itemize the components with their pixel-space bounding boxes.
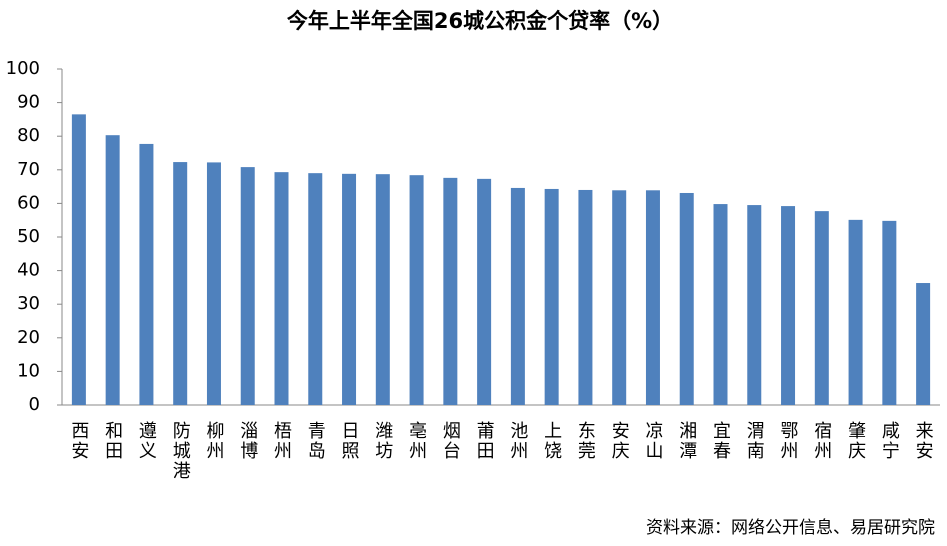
bar [71, 114, 86, 406]
x-tick-label: 和田 [102, 421, 123, 461]
x-tick-label: 亳州 [406, 421, 427, 461]
y-tick-label: 70 [17, 159, 40, 180]
bar [443, 177, 458, 405]
y-tick-label: 50 [17, 226, 40, 247]
x-tick-label: 西安 [68, 421, 89, 461]
bar [848, 219, 863, 405]
y-tick-label: 60 [17, 192, 40, 213]
bar [375, 174, 390, 405]
bar [781, 206, 796, 405]
bar [206, 162, 221, 405]
source-note: 资料来源：网络公开信息、易居研究院 [646, 518, 935, 538]
x-tick-label: 梧州 [271, 421, 292, 461]
x-tick-label: 宿州 [811, 421, 832, 461]
x-tick-label: 青岛 [305, 421, 326, 461]
bar [308, 173, 323, 405]
bar [409, 175, 424, 405]
bar [105, 135, 120, 405]
x-tick-label: 鄂州 [778, 421, 799, 461]
bar [274, 172, 289, 405]
x-tick-label: 莆田 [474, 421, 495, 461]
x-tick-label: 肇庆 [845, 421, 866, 461]
x-tick-label: 咸宁 [879, 421, 900, 461]
bar [173, 162, 188, 405]
bar [612, 190, 627, 405]
x-tick-label: 遵义 [136, 421, 157, 461]
x-tick-label: 渭南 [744, 421, 765, 461]
bar [477, 178, 492, 405]
x-tick-label: 潍坊 [372, 421, 393, 461]
bar [882, 220, 897, 405]
y-tick-label: 30 [17, 293, 40, 314]
x-tick-label: 烟台 [440, 421, 461, 461]
y-tick-label: 10 [17, 360, 40, 381]
x-tick-label: 东莞 [575, 421, 596, 461]
x-tick-label: 淄博 [237, 421, 258, 461]
bar [713, 204, 728, 405]
bar [578, 189, 593, 405]
bar [916, 283, 931, 405]
x-tick-label: 日照 [339, 421, 360, 461]
x-tick-label: 柳州 [203, 421, 224, 461]
y-tick-label: 100 [6, 58, 40, 79]
x-tick-label: 凉山 [642, 421, 663, 461]
bar [747, 205, 762, 405]
bar [342, 173, 357, 405]
x-tick-label: 湘潭 [676, 421, 697, 461]
y-tick-label: 80 [17, 125, 40, 146]
bar [510, 187, 525, 405]
x-tick-label: 来安 [913, 421, 934, 461]
x-tick-label: 池州 [507, 421, 528, 461]
bar [645, 190, 660, 405]
bar [139, 143, 154, 406]
x-tick-label: 安庆 [609, 421, 630, 461]
x-tick-label: 宜春 [710, 421, 731, 461]
bar [679, 192, 694, 405]
chart-title: 今年上半年全国26城公积金个贷率（%） [287, 9, 673, 33]
y-tick-label: 40 [17, 260, 40, 281]
bar [814, 211, 829, 405]
bar [544, 188, 559, 405]
y-tick-label: 0 [29, 394, 40, 415]
y-tick-label: 20 [17, 327, 40, 348]
y-tick-label: 90 [17, 92, 40, 113]
bar [240, 167, 255, 405]
x-tick-label: 防城港 [170, 421, 191, 481]
x-tick-label: 上饶 [541, 421, 562, 461]
